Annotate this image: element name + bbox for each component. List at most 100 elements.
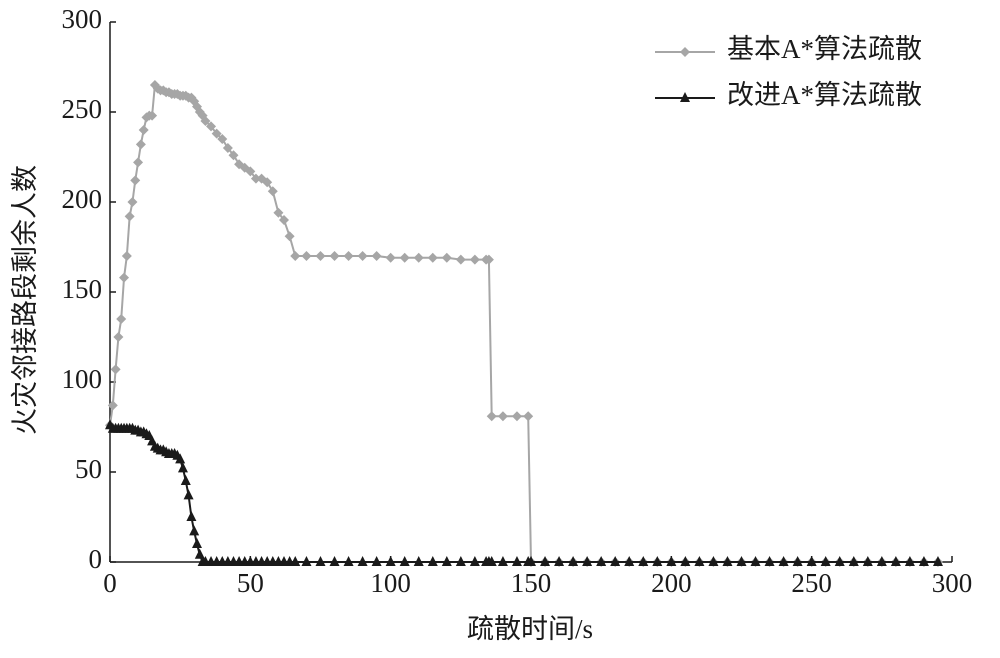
x-tick-label: 250 — [791, 568, 832, 598]
marker — [110, 364, 121, 375]
marker — [806, 556, 817, 566]
legend-label: 基本A*算法疏散 — [727, 34, 922, 64]
marker — [290, 251, 301, 261]
marker — [666, 556, 677, 566]
marker — [469, 254, 480, 265]
marker — [147, 110, 158, 121]
marker — [222, 143, 233, 153]
marker — [764, 556, 775, 566]
marker — [610, 556, 621, 566]
marker — [217, 134, 228, 144]
marker — [638, 556, 649, 566]
x-tick-label: 100 — [370, 568, 411, 598]
marker — [357, 251, 368, 261]
series-line — [109, 424, 938, 563]
marker — [194, 548, 205, 559]
marker — [624, 556, 635, 566]
y-tick-label: 250 — [62, 94, 103, 124]
marker — [329, 556, 340, 566]
marker — [130, 175, 141, 186]
x-tick-label: 200 — [651, 568, 692, 598]
y-tick-label: 200 — [62, 184, 103, 214]
marker — [890, 556, 901, 566]
marker — [652, 556, 663, 566]
marker — [343, 251, 354, 261]
marker — [554, 556, 565, 566]
marker — [138, 125, 149, 135]
marker — [862, 556, 873, 566]
marker — [186, 511, 197, 521]
marker — [486, 411, 497, 422]
x-tick-label: 150 — [511, 568, 552, 598]
marker — [792, 556, 803, 566]
marker — [596, 556, 607, 566]
marker — [315, 556, 326, 566]
marker — [540, 556, 551, 566]
marker — [284, 231, 295, 242]
marker — [526, 556, 536, 566]
marker — [228, 150, 239, 161]
marker — [180, 475, 191, 485]
marker — [469, 556, 480, 566]
marker — [119, 272, 130, 283]
x-axis-label: 疏散时间/s — [467, 614, 593, 644]
marker — [206, 121, 217, 132]
marker — [876, 556, 887, 566]
marker — [820, 556, 831, 566]
marker — [267, 186, 278, 197]
y-tick-label: 50 — [75, 454, 102, 484]
marker — [177, 462, 188, 473]
marker — [279, 215, 290, 225]
marker — [834, 556, 845, 566]
marker — [918, 556, 929, 566]
marker — [371, 251, 382, 261]
marker — [116, 314, 127, 324]
marker — [778, 556, 789, 566]
marker — [357, 556, 368, 566]
marker — [273, 207, 284, 218]
marker — [135, 139, 146, 150]
marker — [427, 556, 438, 566]
marker — [245, 166, 256, 177]
marker — [301, 251, 312, 261]
marker — [511, 556, 522, 566]
marker — [315, 251, 326, 261]
y-tick-label: 0 — [89, 544, 103, 574]
marker — [497, 556, 508, 566]
marker — [680, 47, 690, 57]
marker — [175, 453, 186, 464]
x-tick-label: 300 — [932, 568, 973, 598]
marker — [371, 556, 382, 566]
marker — [262, 177, 273, 188]
marker — [932, 556, 943, 566]
marker — [680, 92, 690, 102]
marker — [124, 211, 135, 222]
marker — [329, 251, 340, 261]
y-tick-label: 150 — [62, 274, 103, 304]
x-tick-label: 0 — [103, 568, 117, 598]
marker — [127, 197, 138, 207]
marker — [399, 556, 410, 566]
marker — [343, 556, 354, 566]
marker — [511, 411, 522, 422]
marker — [736, 556, 747, 566]
marker — [722, 556, 733, 566]
marker — [121, 251, 132, 261]
marker — [904, 556, 915, 566]
marker — [486, 556, 497, 566]
marker — [413, 252, 424, 263]
marker — [750, 556, 761, 566]
marker — [582, 556, 593, 566]
y-axis-label: 火灾邻接路段剩余人数 — [10, 165, 40, 435]
marker — [250, 173, 261, 184]
y-tick-label: 300 — [62, 4, 103, 34]
marker — [523, 411, 534, 422]
marker — [211, 128, 222, 139]
marker — [848, 556, 859, 566]
marker — [694, 556, 705, 566]
marker — [200, 116, 211, 126]
marker — [483, 254, 494, 265]
marker — [107, 400, 118, 411]
